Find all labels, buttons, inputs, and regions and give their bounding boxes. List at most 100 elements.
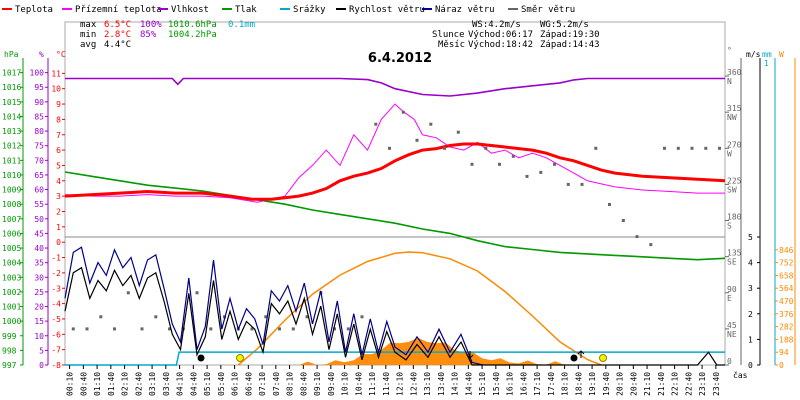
x-axis-ticks: 00:10 00:40 01:10 01:40 02:10 02:40 03:10 03:40…: [66, 365, 721, 396]
hpa-tick-label: 1011: [2, 156, 21, 165]
hpa-tick-label: 1012: [2, 142, 21, 151]
pct-tick-label: 65: [34, 171, 44, 180]
x-tick-label: 03:10: [148, 372, 157, 396]
wind-direction-point: [456, 130, 460, 134]
pct-tick-label: 25: [34, 288, 44, 297]
wind-direction-point: [346, 327, 350, 331]
deg-tick-label: 225: [727, 176, 742, 185]
x-tick-label: 10:40: [354, 372, 363, 396]
wind-direction-point: [99, 315, 103, 319]
hpa-tick-label: 1013: [2, 127, 21, 136]
pct-tick-label: 60: [34, 186, 44, 195]
c-tick-label: 0: [56, 238, 61, 247]
pct-tick-label: 10: [34, 332, 44, 341]
x-tick-label: 05:10: [203, 372, 212, 396]
c-tick-label: -8: [51, 361, 61, 370]
x-tick-label: 07:40: [272, 372, 281, 396]
hpa-tick-label: 1017: [2, 69, 21, 78]
legend-label-6: Náraz větru: [435, 5, 495, 15]
pct-tick-label: 40: [34, 244, 44, 253]
stats-block: max 6.5°C 100% 1010.6hPa 0.1mm min 2.8°C…: [80, 20, 600, 50]
pct-tick-label: 0: [39, 361, 44, 370]
x-axis-unit-label: čas: [733, 370, 748, 380]
dir-tick-label: W: [727, 149, 732, 158]
wind-direction-point: [360, 315, 364, 319]
hpa-tick-label: 1001: [2, 303, 21, 312]
stat-min-hum: 85%: [140, 30, 157, 40]
c-tick-label: 8: [56, 115, 61, 124]
pressure-line: [64, 171, 726, 261]
stat-max-press: 1010.6hPa: [168, 20, 217, 30]
wind-direction-point: [608, 203, 611, 206]
wind-direction-point: [470, 162, 474, 166]
w-tick-label: 94: [779, 348, 789, 357]
x-tick-label: 17:10: [533, 372, 542, 396]
x-tick-label: 01:40: [107, 372, 116, 396]
chart-marks: [64, 77, 726, 366]
moon-phase-icon: [197, 354, 205, 362]
hpa-tick-label: 1008: [2, 200, 21, 209]
hpa-tick-label: 1015: [2, 98, 21, 107]
legend-label-4: Srážky: [293, 5, 326, 15]
x-tick-label: 23:40: [712, 372, 721, 396]
x-tick-label: 13:10: [423, 372, 432, 396]
wind-direction-point: [264, 315, 268, 319]
x-tick-label: 09:10: [313, 372, 322, 396]
pct-tick-label: 55: [34, 200, 44, 209]
deg-axis-label: °: [727, 46, 732, 55]
w-tick-label: 470: [779, 297, 794, 306]
x-tick-label: 04:10: [176, 372, 185, 396]
ms-tick-label: 1: [748, 335, 753, 344]
deg-tick-label: 180: [727, 213, 742, 222]
moonrise-arrow-icon: [577, 350, 585, 358]
chart-title: 6.4.2012: [368, 51, 432, 66]
wind-direction-point: [85, 327, 89, 331]
sun-label: Slunce: [432, 30, 465, 40]
dir-tick-label: NE: [727, 330, 737, 339]
pct-tick-label: 95: [34, 83, 44, 92]
hpa-tick-label: 1000: [2, 317, 21, 326]
c-tick-label: 10: [51, 85, 61, 94]
x-tick-label: 22:40: [684, 372, 693, 396]
wind-direction-point: [113, 327, 116, 331]
x-tick-label: 01:10: [93, 372, 102, 396]
wind-direction-point: [140, 327, 144, 331]
dir-tick-label: NW: [727, 113, 737, 122]
c-tick-label: -4: [51, 300, 61, 309]
hpa-tick-label: 997: [2, 361, 17, 370]
x-tick-label: 16:10: [506, 372, 515, 396]
wind-direction-point: [498, 162, 501, 166]
x-tick-label: 14:10: [451, 372, 460, 396]
wind-direction-point: [401, 110, 405, 114]
wind-direction-point: [168, 327, 171, 331]
sunrise-text: Východ:06:17: [468, 30, 533, 40]
c-tick-label: -3: [51, 284, 61, 293]
mm-tick-label: 1: [764, 59, 769, 68]
stat-wind-speed: WS:4.2m/s: [472, 20, 521, 30]
pct-tick-label: 90: [34, 98, 44, 107]
wind-direction-point: [291, 327, 295, 331]
ms-axis-label: m/s: [746, 50, 761, 59]
pct-tick-label: 45: [34, 229, 44, 238]
x-tick-label: 19:40: [602, 372, 611, 396]
hpa-tick-label: 1014: [2, 112, 21, 121]
c-tick-label: 1: [56, 223, 61, 232]
x-tick-label: 11:10: [368, 372, 377, 396]
x-tick-label: 00:40: [79, 372, 88, 396]
wind-direction-point: [594, 146, 598, 150]
x-tick-label: 15:10: [478, 372, 487, 396]
pct-tick-label: 15: [34, 317, 44, 326]
x-tick-label: 04:40: [189, 372, 198, 396]
hpa-tick-label: 1003: [2, 273, 21, 282]
x-tick-label: 18:40: [574, 372, 583, 396]
mm-axis-label: mm: [762, 50, 772, 59]
dir-tick-label: SW: [727, 185, 737, 194]
stat-max-label: max: [80, 20, 97, 30]
wind-direction-point: [539, 170, 543, 174]
moonset-text: Západ:14:43: [540, 40, 600, 50]
wind-direction-point: [566, 182, 570, 186]
pct-tick-label: 50: [34, 215, 44, 224]
deg-tick-label: 135: [727, 249, 742, 258]
sunset-text: Západ:19:30: [540, 30, 600, 40]
